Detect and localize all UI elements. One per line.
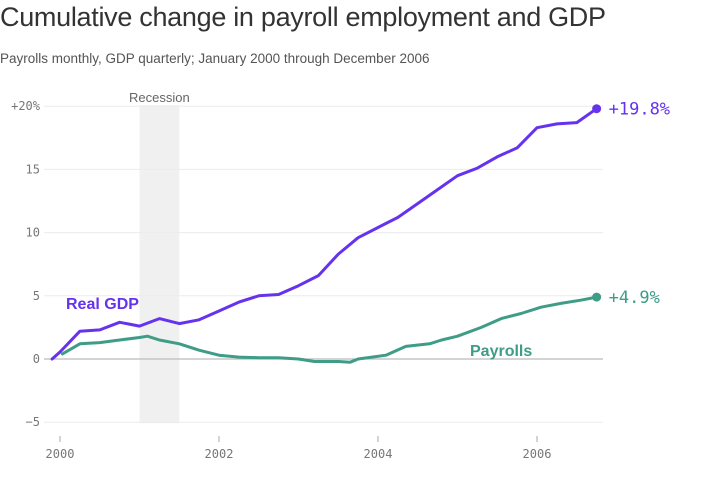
series-end-dot	[592, 104, 602, 114]
x-tick-label: 2006	[523, 447, 552, 461]
x-tick-label: 2004	[364, 447, 393, 461]
chart-subtitle: Payrolls monthly, GDP quarterly; January…	[0, 51, 430, 66]
chart-title: Cumulative change in payroll employment …	[0, 2, 606, 32]
series-line-payrolls	[60, 295, 599, 364]
y-tick-label: 0	[33, 352, 40, 366]
x-tick-label: 2000	[46, 447, 75, 461]
recession-label: Recession	[129, 90, 190, 105]
series-end-label: +19.8%	[609, 100, 670, 120]
y-tick-label: 15	[26, 162, 40, 176]
series-line-real-gdp	[50, 107, 599, 361]
series-label-real-gdp: Real GDP	[66, 296, 139, 313]
series-end-label: +4.9%	[609, 288, 660, 308]
series-end-dot	[592, 292, 602, 302]
y-tick-label: 10	[26, 226, 40, 240]
series-label-payrolls: Payrolls	[470, 343, 532, 360]
x-tick-label: 2002	[205, 447, 234, 461]
y-tick-label: −5	[26, 415, 40, 429]
y-tick-label: 5	[33, 289, 40, 303]
y-tick-label: +20%	[11, 99, 41, 113]
recession-shading	[139, 105, 180, 424]
